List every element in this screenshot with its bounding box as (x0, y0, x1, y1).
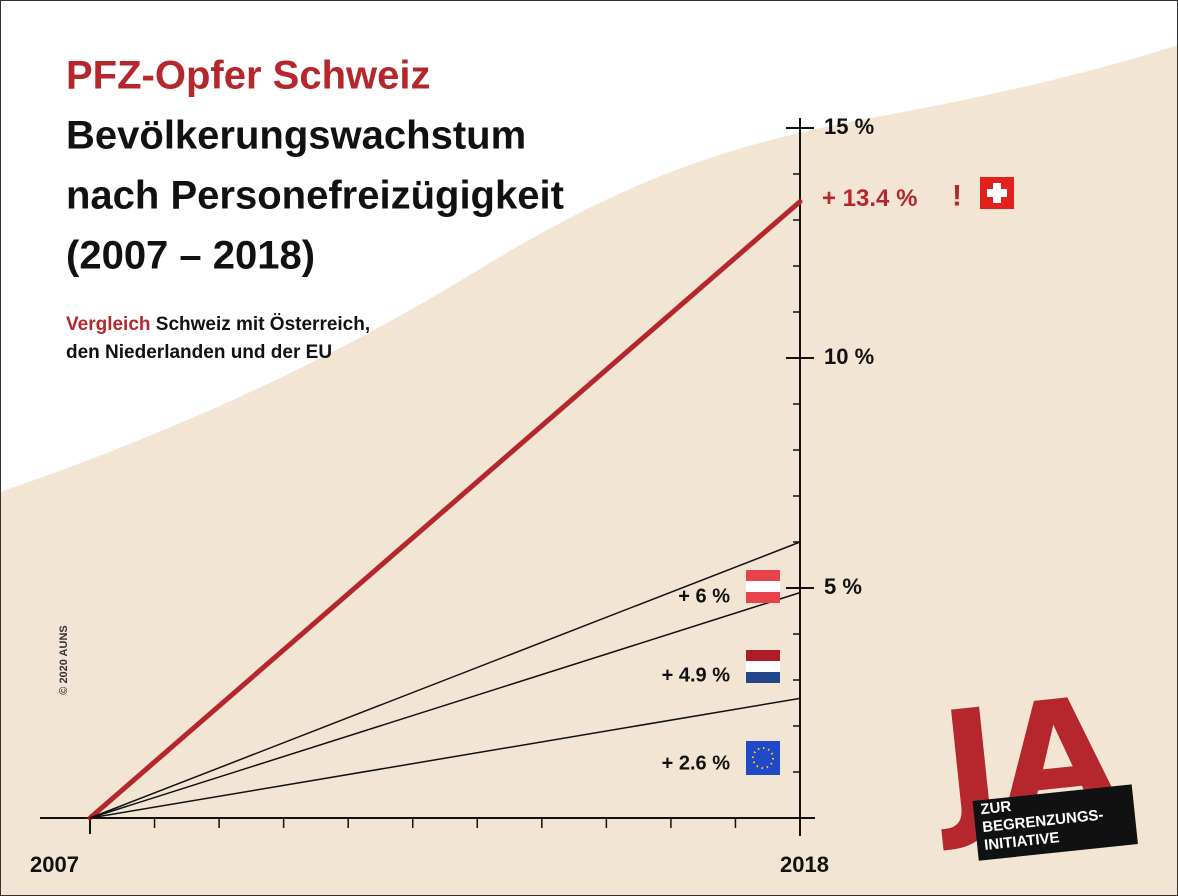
description: Vergleich Schweiz mit Österreich, (66, 314, 370, 335)
y-tick-label: 15 % (824, 114, 874, 139)
emphasis: ! (952, 180, 962, 213)
flag-switzerland (980, 177, 1014, 209)
series-line (89, 541, 801, 819)
chart-title: PFZ-Opfer Schweiz (66, 54, 431, 98)
logo: JA ZUR BEGRENZUNGS- INITIATIVE (925, 665, 1138, 861)
x-tick-label: 2007 (30, 852, 79, 877)
flag-austria (746, 570, 780, 603)
x-tick-label: 2018 (780, 852, 829, 877)
subtitle: (2007 – 2018) (66, 234, 315, 278)
description-line: den Niederlanden und der EU (66, 342, 332, 363)
series-line (89, 697, 801, 819)
subtitle: Bevölkerungswachstum (66, 114, 526, 158)
y-tick-label: 5 % (824, 574, 862, 599)
y-tick-label: 10 % (824, 344, 874, 369)
value-label: + 4.9 % (662, 664, 731, 686)
flag-eu (746, 741, 780, 775)
value-label: + 2.6 % (662, 752, 731, 774)
flag-netherlands (746, 650, 780, 683)
value-label: + 6 % (678, 585, 730, 607)
beige-area (0, 45, 1178, 896)
copyright: © 2020 AUNS (58, 625, 70, 694)
subtitle: nach Personefreizügigkeit (66, 174, 564, 218)
series-line (87, 199, 803, 821)
description-line: Schweiz mit Österreich, (156, 314, 370, 335)
value-label: + 13.4 % (822, 185, 917, 212)
logo-text: ZUR (980, 798, 1013, 818)
description-highlight: Vergleich (66, 314, 151, 335)
series-line (89, 591, 801, 819)
plot: 5 % 10 % 15 % 2007 2018 + 13.4 % ! + 6 % + 4.9 %… (30, 114, 962, 877)
